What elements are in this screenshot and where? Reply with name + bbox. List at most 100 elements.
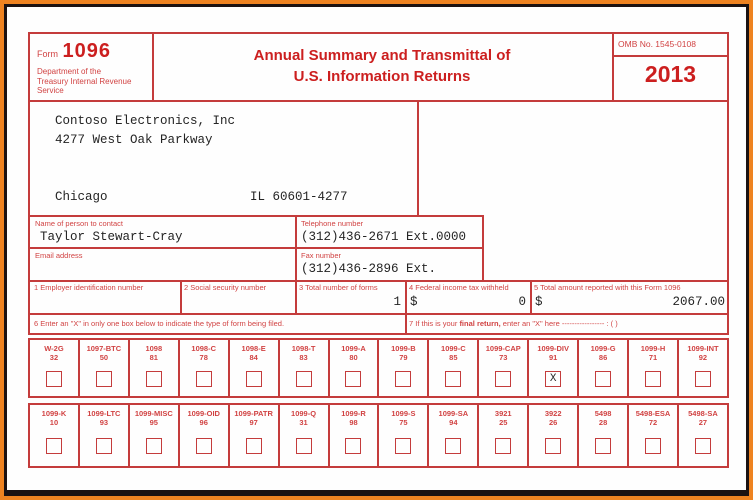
fax-label: Fax number (301, 251, 342, 260)
form-type-cell-1099-cap: 1099-CAP 73 (479, 340, 530, 396)
form-type-checkbox-5498[interactable] (595, 438, 612, 454)
form-type-checkbox-1099-k[interactable] (45, 438, 62, 454)
form-type-checkbox-1099-a[interactable] (345, 371, 362, 387)
form-type-name: 1099-CAP (485, 344, 521, 353)
form-type-cell-1099-g: 1099-G 86 (579, 340, 630, 396)
form-type-code: 92 (698, 353, 708, 362)
form-type-checkbox-1099-cap[interactable] (495, 371, 512, 387)
form-type-checkbox-5498-sa[interactable] (694, 438, 711, 454)
form-type-checkbox-1099-oid[interactable] (195, 438, 212, 454)
form-type-cell-1099-b: 1099-B 79 (379, 340, 430, 396)
box3-field[interactable]: 1 (393, 295, 401, 309)
form-type-cell-1099-div: 1099-DIV 91 X (529, 340, 580, 396)
form-word: Form (37, 49, 58, 59)
filer-street-field[interactable]: 4277 West Oak Parkway (55, 133, 213, 147)
contact-right-divider (482, 215, 484, 280)
department-text: Department of the Treasury Internal Reve… (37, 67, 149, 96)
form-type-cell-1099-ltc: 1099-LTC 93 (80, 405, 130, 466)
form-type-checkbox-3922[interactable] (545, 438, 562, 454)
form-type-name: 3921 (494, 409, 512, 418)
form-type-checkbox-1099-h[interactable] (645, 371, 662, 387)
form-type-grid-row1: W-2G 32 1097-BTC 50 1098 81 1098-C 78 1098-E 84 10… (28, 338, 729, 398)
filer-city-field[interactable]: Chicago (55, 190, 108, 204)
box3-label: 3 Total number of forms (299, 283, 378, 292)
form-type-name: 3922 (544, 409, 562, 418)
form-type-cell-1099-misc: 1099-MISC 95 (130, 405, 180, 466)
form-type-checkbox-1099-r[interactable] (345, 438, 362, 454)
form-type-checkbox-1098[interactable] (145, 371, 162, 387)
form-type-code: 96 (199, 418, 208, 427)
form-type-name: 1099-INT (687, 344, 719, 353)
form-type-checkbox-1099-int[interactable] (694, 371, 711, 387)
box3-4-divider (405, 280, 407, 333)
fax-field[interactable]: (312)436-2896 Ext. (301, 262, 437, 276)
form-type-cell-1098-t: 1098-T 83 (280, 340, 330, 396)
box1-2-divider (180, 280, 182, 313)
form-type-code: 84 (249, 353, 258, 362)
form-type-checkbox-3921[interactable] (495, 438, 512, 454)
header-right-divider (612, 34, 614, 100)
box4-field[interactable]: 0 (518, 295, 526, 309)
form-type-checkbox-5498-esa[interactable] (645, 438, 662, 454)
form-type-cell-3921: 3921 25 (479, 405, 530, 466)
box7-text-pre: 7 If this is your (409, 319, 460, 328)
form-type-cell-1099-oid: 1099-OID 96 (180, 405, 230, 466)
form-type-code: 27 (698, 418, 708, 427)
form-type-checkbox-1098-c[interactable] (195, 371, 212, 387)
form-type-code: 80 (349, 353, 358, 362)
form-type-name: 1098-E (241, 344, 266, 353)
omb-number: OMB No. 1545-0108 (618, 39, 696, 49)
box6-instruction: 6 Enter an "X" in only one box below to … (34, 319, 285, 328)
department-line1: Department of the (37, 67, 102, 76)
form-type-checkbox-1099-s[interactable] (395, 438, 412, 454)
contact-name-field[interactable]: Taylor Stewart-Cray (40, 230, 183, 244)
form-type-name: 1099-R (341, 409, 366, 418)
form-type-cell-1099-int: 1099-INT 92 (679, 340, 727, 396)
box4-5-divider (530, 280, 532, 313)
form-type-code: 97 (249, 418, 258, 427)
form-type-cell-1098-e: 1098-E 84 (230, 340, 280, 396)
form-type-code: 79 (399, 353, 408, 362)
filer-name-field[interactable]: Contoso Electronics, Inc (55, 114, 236, 128)
form-type-name: 1099-A (341, 344, 366, 353)
form-type-code: 83 (299, 353, 308, 362)
form-type-checkbox-1099-patr[interactable] (245, 438, 262, 454)
telephone-field[interactable]: (312)436-2671 Ext.0000 (301, 230, 467, 244)
box2-label: 2 Social security number (184, 283, 267, 292)
row67-top-divider (30, 313, 727, 315)
form-type-code: 93 (99, 418, 109, 427)
contact-name-label: Name of person to contact (35, 219, 123, 228)
form-type-checkbox-1099-div[interactable]: X (545, 371, 562, 387)
form-type-name: 1099-K (41, 409, 67, 418)
header-left-divider (152, 34, 154, 100)
tax-year: 2013 (644, 61, 697, 87)
box5-field[interactable]: 2067.00 (672, 295, 725, 309)
form-type-code: 78 (199, 353, 208, 362)
form-type-cell-1098-c: 1098-C 78 (180, 340, 230, 396)
form-type-checkbox-1099-g[interactable] (595, 371, 612, 387)
form-type-checkbox-1098-t[interactable] (295, 371, 312, 387)
form-type-code: 75 (399, 418, 408, 427)
form-type-name: 1099-SA (438, 409, 469, 418)
address-right-divider (417, 100, 419, 217)
form-type-cell-1099-q: 1099-Q 31 (280, 405, 330, 466)
form-type-checkbox-1099-b[interactable] (395, 371, 412, 387)
form-type-checkbox-1099-c[interactable] (445, 371, 462, 387)
form-type-checkbox-1097-btc[interactable] (95, 371, 112, 387)
form-type-checkbox-1099-misc[interactable] (145, 438, 162, 454)
form-number: 1096 (62, 40, 111, 62)
form-type-code: 73 (499, 353, 508, 362)
form-id-block: Form 1096 (37, 40, 111, 63)
form-type-code: 31 (299, 418, 308, 427)
form-type-checkbox-1098-e[interactable] (245, 371, 262, 387)
form-type-checkbox-1099-sa[interactable] (445, 438, 462, 454)
form-type-name: 1098-T (291, 344, 316, 353)
form-type-name: 1099-C (441, 344, 466, 353)
form-type-checkbox-1099-q[interactable] (295, 438, 312, 454)
form-type-grid-row2: 1099-K 10 1099-LTC 93 1099-MISC 95 1099-OID 96 1… (28, 403, 729, 468)
form-type-checkbox-w-2g[interactable] (45, 371, 62, 387)
form-type-checkbox-1099-ltc[interactable] (95, 438, 112, 454)
form-page: Form 1096 Department of the Treasury Int… (7, 7, 746, 490)
box7-text-bold: final return, (459, 319, 501, 328)
filer-state-zip-field[interactable]: IL 60601-4277 (250, 190, 348, 204)
